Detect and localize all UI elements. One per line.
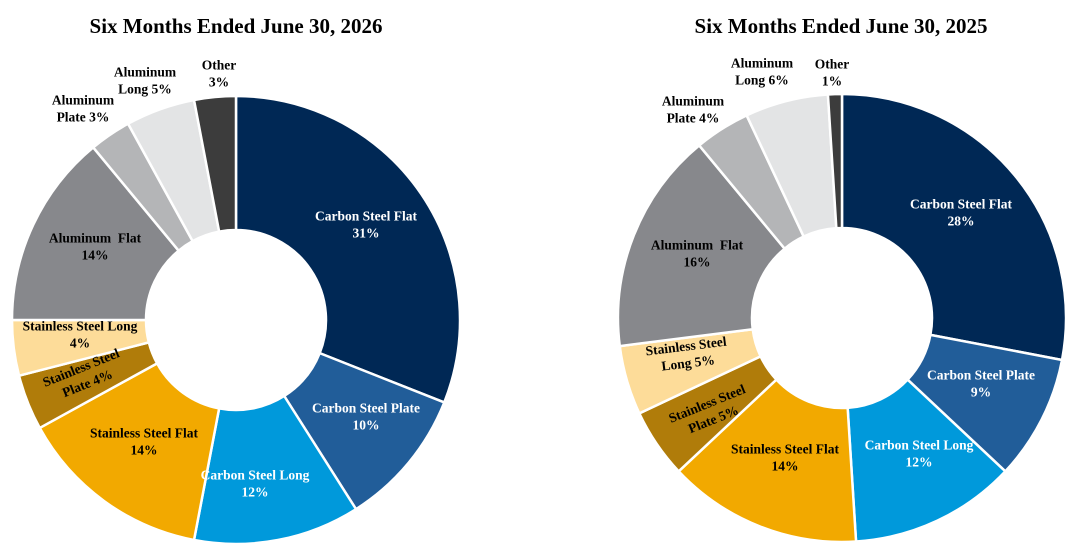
- label-carbon-steel-long: Carbon Steel Long 12%: [201, 468, 310, 500]
- label-stainless-steel-flat: Stainless Steel Flat 14%: [731, 442, 839, 474]
- slice-other: [192, 94, 238, 233]
- slice-stainless-steel-flat: [677, 378, 858, 544]
- label-aluminum-long: Aluminum Long 6%: [731, 56, 794, 88]
- label-carbon-steel-flat: Carbon Steel Flat 31%: [315, 209, 417, 241]
- label-carbon-steel-plate: Carbon Steel Plate 9%: [927, 368, 1035, 400]
- chart-title-2026: Six Months Ended June 30, 2026: [89, 14, 383, 38]
- slice-carbon-steel-long: [192, 394, 358, 546]
- chart-title-2025: Six Months Ended June 30, 2025: [694, 14, 988, 38]
- label-other: Other 3%: [202, 58, 237, 90]
- label-carbon-steel-long: Carbon Steel Long 12%: [865, 438, 974, 470]
- slice-aluminum-flat: [616, 144, 786, 348]
- slice-carbon-steel-long: [846, 378, 1007, 543]
- slice-other: [826, 92, 844, 230]
- slice-stainless-steel-flat: [38, 362, 221, 542]
- slice-carbon-steel-flat: [840, 92, 1068, 362]
- label-carbon-steel-flat: Carbon Steel Flat 28%: [910, 197, 1012, 229]
- label-other: Other 1%: [815, 57, 850, 89]
- label-stainless-steel-flat: Stainless Steel Flat 14%: [90, 426, 198, 458]
- label-aluminum-long: Aluminum Long 5%: [114, 65, 177, 97]
- label-stainless-steel-long: Stainless Steel Long 4%: [23, 319, 138, 351]
- label-aluminum-plate: Aluminum Plate 4%: [662, 94, 725, 126]
- label-carbon-steel-plate: Carbon Steel Plate 10%: [312, 401, 420, 433]
- donut-chart-2026: Carbon Steel Flat 31% Carbon Steel Plate 10…: [10, 58, 462, 546]
- label-aluminum-plate: Aluminum Plate 3%: [52, 93, 115, 125]
- slice-aluminum-flat: [10, 146, 180, 322]
- label-aluminum-flat: Aluminum Flat 14%: [49, 231, 142, 263]
- label-aluminum-flat: Aluminum Flat 16%: [651, 238, 744, 270]
- donut-chart-2025: Carbon Steel Flat 28% Carbon Steel Plate 9%…: [616, 56, 1068, 544]
- slice-carbon-steel-flat: [234, 94, 462, 404]
